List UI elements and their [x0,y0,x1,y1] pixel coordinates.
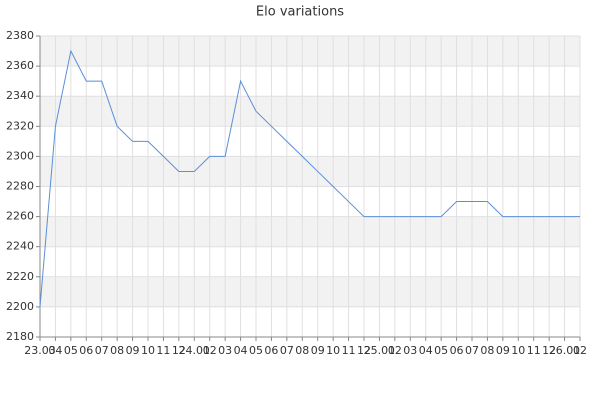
x-tick-label: 02 [573,344,587,357]
x-tick-label: 24.01 [179,344,211,357]
x-tick-label: 10 [141,344,155,357]
y-tick-label: 2280 [6,180,34,193]
x-tick-label: 12 [172,344,186,357]
x-tick-label: 05 [434,344,448,357]
y-tick-label: 2260 [6,210,34,223]
line [39,49,580,307]
x-tick-label: 25.01 [364,344,396,357]
x-tick-label: 11 [156,344,170,357]
x-tick-label: 04 [48,344,62,357]
x-tick-label: 09 [311,344,325,357]
x-tick-label: 03 [403,344,417,357]
y-tick-label: 2360 [6,59,34,72]
x-tick-label: 12 [542,344,556,357]
y-tick-label: 2300 [6,149,34,162]
x-tick-label: 03 [218,344,232,357]
x-tick-label: 09 [496,344,510,357]
y-tick-label: 2200 [6,300,34,313]
x-tick-label: 06 [79,344,93,357]
x-tick-label: 11 [527,344,541,357]
y-tick-label: 2340 [6,89,34,102]
x-tick-label: 02 [203,344,217,357]
chart-title: Elo variations [256,5,344,20]
x-tick-label: 09 [126,344,140,357]
y-tick-label: 2240 [6,240,34,253]
x-tick-label: 07 [95,344,109,357]
x-tick-label: 12 [357,344,371,357]
band [40,216,580,247]
x-tick-label: 07 [280,344,294,357]
x-tick-label: 05 [249,344,263,357]
y-tick-label: 2380 [6,29,34,42]
x-tick-label: 02 [388,344,402,357]
band [40,276,580,307]
x-tick-label: 11 [342,344,356,357]
x-tick-label: 06 [264,344,278,357]
y-tick-label: 2180 [6,330,34,343]
x-tick-label: 06 [450,344,464,357]
x-tick-label: 04 [234,344,248,357]
x-tick-label: 05 [64,344,78,357]
x-tick-label: 08 [480,344,494,357]
band [40,96,580,127]
y-tick-label: 2220 [6,270,34,283]
x-tick-label: 08 [110,344,124,357]
band [40,156,580,187]
y-tick-label: 2320 [6,119,34,132]
x-tick-label: 07 [465,344,479,357]
x-tick-label: 10 [511,344,525,357]
band [40,36,580,67]
x-tick-label: 10 [326,344,340,357]
x-tick-label: 26.01 [549,344,581,357]
x-tick-label: 04 [419,344,433,357]
x-tick-label: 23.03 [24,344,56,357]
x-tick-label: 08 [295,344,309,357]
